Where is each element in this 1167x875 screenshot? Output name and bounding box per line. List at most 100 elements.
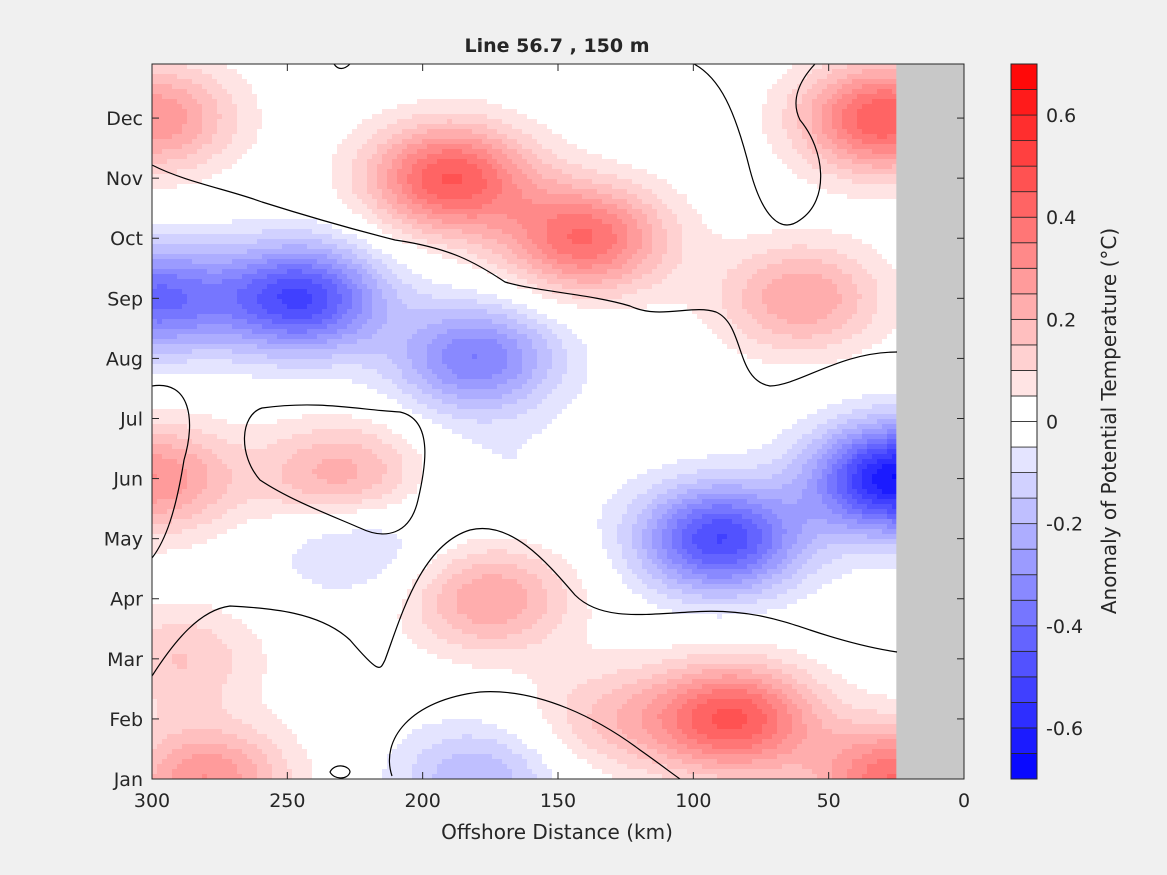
contour-cell <box>807 124 813 130</box>
contour-cell <box>382 184 388 190</box>
contour-cell <box>277 114 283 120</box>
contour-cell <box>892 104 898 110</box>
contour-cell <box>452 144 458 150</box>
contour-cell <box>697 199 703 205</box>
contour-cell <box>352 229 358 235</box>
contour-cell <box>187 214 193 220</box>
contour-cell <box>417 164 423 170</box>
contour-cell <box>582 139 588 145</box>
contour-cell <box>212 129 218 135</box>
contour-cell <box>887 149 893 155</box>
contour-cell <box>777 64 783 70</box>
contour-cell <box>542 134 548 140</box>
contour-cell <box>892 114 898 120</box>
contour-cell <box>302 184 308 190</box>
contour-cell <box>737 159 743 165</box>
contour-cell <box>742 109 748 115</box>
contour-cell <box>877 179 883 185</box>
contour-cell <box>707 224 713 230</box>
contour-cell <box>577 169 583 175</box>
contour-cell <box>197 204 203 210</box>
contour-cell <box>712 169 718 175</box>
contour-cell <box>597 74 603 80</box>
contour-cell <box>637 84 643 90</box>
contour-cell <box>572 194 578 200</box>
contour-cell <box>782 164 788 170</box>
contour-cell <box>417 159 423 165</box>
contour-cell <box>772 154 778 160</box>
contour-cell <box>327 204 333 210</box>
contour-cell <box>472 159 478 165</box>
contour-cell <box>617 134 623 140</box>
contour-cell <box>637 149 643 155</box>
contour-cell <box>707 64 713 70</box>
contour-cell <box>352 219 358 225</box>
contour-cell <box>747 94 753 100</box>
contour-cell <box>432 204 438 210</box>
contour-cell <box>337 154 343 160</box>
contour-cell <box>422 224 428 230</box>
contour-cell <box>207 189 213 195</box>
contour-cell <box>752 124 758 130</box>
contour-cell <box>532 109 538 115</box>
contour-cell <box>342 109 348 115</box>
contour-cell <box>292 204 298 210</box>
contour-cell <box>602 144 608 150</box>
contour-cell <box>207 149 213 155</box>
contour-cell <box>762 174 768 180</box>
contour-cell <box>762 179 768 185</box>
contour-cell <box>687 204 693 210</box>
contour-cell <box>362 154 368 160</box>
contour-cell <box>432 214 438 220</box>
contour-cell <box>742 164 748 170</box>
contour-cell <box>627 164 633 170</box>
contour-cell <box>557 119 563 125</box>
contour-cell <box>207 64 213 70</box>
contour-cell <box>687 154 693 160</box>
contour-cell <box>617 184 623 190</box>
contour-cell <box>192 164 198 170</box>
contour-cell <box>387 94 393 100</box>
contour-cell <box>302 189 308 195</box>
contour-cell <box>207 199 213 205</box>
contour-cell <box>317 104 323 110</box>
contour-cell <box>797 149 803 155</box>
contour-cell <box>807 109 813 115</box>
contour-cell <box>672 189 678 195</box>
contour-cell <box>617 209 623 215</box>
contour-cell <box>757 69 763 75</box>
contour-cell <box>752 74 758 80</box>
contour-cell <box>152 99 158 105</box>
contour-cell <box>877 109 883 115</box>
contour-cell <box>367 164 373 170</box>
contour-cell <box>237 69 243 75</box>
contour-cell <box>527 209 533 215</box>
contour-cell <box>152 84 158 90</box>
contour-cell <box>207 224 213 230</box>
contour-cell <box>872 209 878 215</box>
contour-cell <box>477 149 483 155</box>
contour-cell <box>577 174 583 180</box>
contour-cell <box>452 64 458 70</box>
contour-cell <box>152 119 158 125</box>
contour-cell <box>627 159 633 165</box>
contour-cell <box>302 69 308 75</box>
contour-cell <box>552 109 558 115</box>
contour-cell <box>797 224 803 230</box>
contour-cell <box>842 209 848 215</box>
contour-cell <box>447 129 453 135</box>
contour-cell <box>677 149 683 155</box>
contour-cell <box>232 174 238 180</box>
contour-cell <box>537 104 543 110</box>
contour-cell <box>287 174 293 180</box>
contour-cell <box>847 104 853 110</box>
contour-cell <box>517 174 523 180</box>
contour-cell <box>222 159 228 165</box>
contour-cell <box>322 74 328 80</box>
contour-cell <box>887 164 893 170</box>
contour-cell <box>392 189 398 195</box>
contour-cell <box>397 229 403 235</box>
contour-cell <box>187 154 193 160</box>
contour-cell <box>587 124 593 130</box>
contour-cell <box>462 134 468 140</box>
